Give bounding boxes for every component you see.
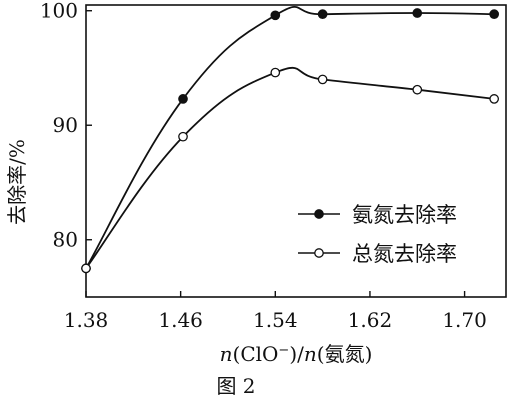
y-tick-label: 80 — [53, 228, 78, 252]
data-point-series-1 — [489, 9, 500, 20]
axes — [85, 4, 507, 298]
data-point-series-2 — [81, 263, 91, 274]
data-point-series-1 — [178, 94, 188, 104]
y-axis-title: 去除率/% — [5, 139, 29, 225]
data-point-series-2 — [270, 67, 281, 78]
points — [81, 8, 500, 274]
legend-label-ammonia: 氨氮去除率 — [352, 203, 457, 227]
y-tick-label: 90 — [53, 113, 78, 137]
x-tick-label: 1.46 — [158, 308, 203, 332]
legend-marker-ammonia — [314, 209, 324, 219]
data-point-series-2 — [178, 131, 188, 142]
legend-marker-total — [314, 248, 324, 258]
ticks: 1.38 1.46 1.54 1.62 1.70 80 90 100 — [40, 0, 487, 332]
x-axis-title-n1: n — [220, 342, 233, 366]
data-point-series-1 — [317, 9, 328, 20]
series-line-1 — [85, 6, 495, 269]
data-point-series-2 — [412, 84, 423, 95]
series-line-2 — [85, 66, 495, 269]
legend: 氨氮去除率 总氮去除率 — [298, 203, 457, 266]
x-axis-title-tail: (氨氮) — [317, 342, 373, 366]
plot-frame — [85, 4, 507, 298]
x-tick-label: 1.70 — [442, 308, 487, 332]
x-tick-label: 1.38 — [64, 308, 109, 332]
legend-label-total: 总氮去除率 — [352, 242, 457, 266]
data-point-series-1 — [270, 10, 281, 21]
data-point-series-2 — [489, 94, 500, 104]
data-point-series-1 — [412, 8, 423, 18]
curves — [85, 6, 495, 269]
x-axis-title-mid2: )/ — [289, 342, 304, 366]
figure-caption: 图 2 — [216, 374, 255, 398]
x-axis-title-n2: n — [304, 342, 317, 366]
x-tick-label: 1.62 — [348, 308, 393, 332]
x-axis-title-sup: − — [278, 343, 289, 358]
x-axis-title: n(ClO−)/n(氨氮) — [220, 342, 373, 366]
x-tick-label: 1.54 — [253, 308, 298, 332]
x-axis-title-mid: (ClO — [233, 342, 279, 366]
data-point-series-2 — [317, 74, 328, 85]
y-tick-label: 100 — [40, 0, 78, 23]
